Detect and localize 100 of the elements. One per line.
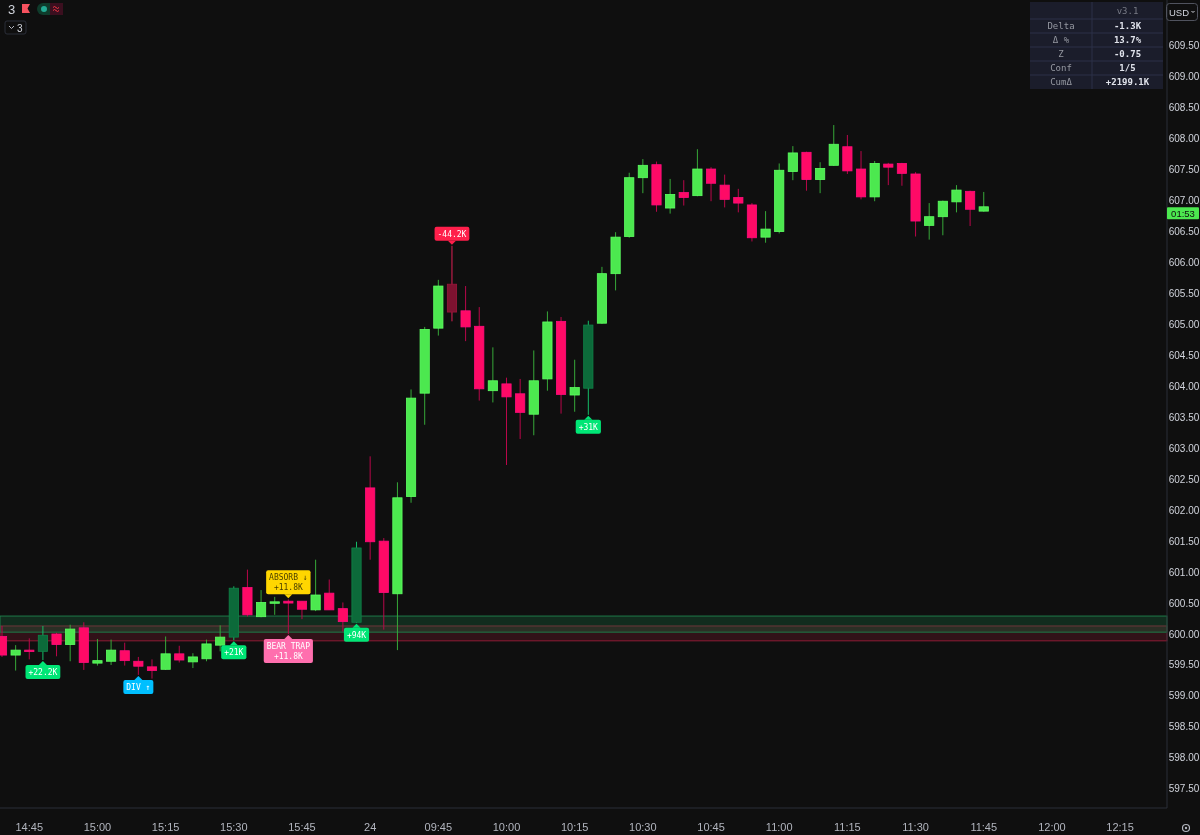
annotation: +22.2K — [28, 668, 58, 678]
y-tick-label: 602.00 — [1168, 504, 1200, 516]
annotation: -44.2K — [437, 229, 467, 239]
annotation: BEAR TRAP +11.8K — [266, 642, 311, 662]
annotation: -1.3K — [1113, 21, 1142, 31]
y-tick-label: 604.50 — [1168, 349, 1200, 361]
candlestick — [937, 200, 948, 236]
text: 01:53 — [1171, 207, 1195, 219]
candlestick — [665, 178, 676, 215]
x-tick-label: 10:00 — [492, 821, 521, 833]
candlestick — [487, 346, 498, 403]
x-tick-label: 11:15 — [834, 821, 861, 833]
candlestick — [569, 359, 580, 413]
candlestick — [815, 161, 826, 194]
candlestick — [24, 637, 35, 660]
x-tick-label: 11:30 — [902, 821, 929, 833]
annotation: 3 — [17, 22, 23, 34]
y-tick-label: 598.00 — [1168, 752, 1200, 764]
candlestick — [296, 600, 308, 620]
candlestick — [10, 644, 21, 672]
y-tick-label: 602.50 — [1168, 473, 1200, 485]
candlestick — [951, 184, 962, 213]
x-tick-label: 10:30 — [629, 821, 657, 833]
annotation: -0.75 — [1113, 49, 1142, 59]
candlestick — [828, 124, 839, 167]
annotation: Δ % — [1052, 35, 1070, 45]
x-tick-label: 24 — [364, 821, 377, 833]
y-tick-label: 599.00 — [1168, 690, 1200, 702]
x-tick-label: 09:45 — [424, 821, 453, 833]
y-tick-label: 603.50 — [1168, 411, 1200, 423]
x-tick-label: 14:45 — [15, 821, 44, 833]
y-tick-label: 601.50 — [1168, 535, 1200, 547]
candlestick — [283, 598, 294, 635]
candlestick — [201, 639, 212, 662]
candlestick — [106, 639, 117, 666]
x-tick-label: 15:15 — [151, 821, 180, 833]
annotation: CumΔ — [1050, 77, 1073, 87]
candlestick — [760, 210, 771, 244]
y-tick-label: 600.00 — [1168, 628, 1200, 640]
text: USD — [1169, 6, 1190, 18]
annotation: Z — [1058, 49, 1065, 59]
x-tick-label: 11:00 — [765, 821, 793, 833]
annotation: +31K — [578, 422, 599, 432]
y-tick-label: 605.00 — [1168, 318, 1200, 330]
annotation: Delta — [1047, 21, 1075, 31]
candlestick — [337, 601, 348, 633]
y-tick-label: 600.50 — [1168, 597, 1200, 609]
candlestick — [515, 378, 526, 440]
x-tick-label: 11:45 — [970, 821, 998, 833]
candlestick — [706, 166, 717, 202]
y-tick-label: 606.00 — [1168, 257, 1200, 269]
candlestick — [187, 652, 198, 669]
y-tick-label: 598.50 — [1168, 721, 1200, 733]
candlestick — [460, 285, 471, 342]
y-tick-label: 601.00 — [1168, 566, 1200, 578]
chart-title: 3 — [8, 2, 16, 17]
candlestick — [678, 179, 689, 207]
y-tick-label: 607.00 — [1168, 195, 1200, 207]
annotation: 13.7% — [1113, 35, 1142, 45]
y-tick-label: 608.50 — [1168, 102, 1200, 114]
candlestick — [787, 145, 798, 181]
candlestick — [324, 579, 335, 611]
y-tick-label: 597.50 — [1168, 783, 1200, 795]
y-tick-label: 603.00 — [1168, 442, 1200, 454]
text: v3.1 — [1116, 6, 1139, 16]
x-tick-label: 10:45 — [697, 821, 725, 833]
y-tick-label: 609.50 — [1168, 40, 1200, 52]
annotation: +2199.1K — [1105, 77, 1150, 87]
candlestick — [215, 624, 226, 652]
annotation: ABSORB ↓ +11.8K — [269, 573, 308, 593]
annotation: DIV ↑ — [126, 682, 151, 692]
x-tick-label: 10:15 — [560, 821, 589, 833]
x-tick-label: 12:15 — [1106, 821, 1134, 833]
candlestick — [719, 174, 730, 208]
y-tick-label: 605.50 — [1168, 287, 1200, 299]
candlestick — [256, 589, 267, 618]
y-tick-label: 599.50 — [1168, 659, 1200, 671]
candlestick — [37, 625, 48, 661]
candlestick — [92, 638, 103, 667]
y-tick-label: 606.50 — [1168, 226, 1200, 238]
x-tick-label: 15:30 — [220, 821, 248, 833]
annotation: 1/5 — [1119, 63, 1136, 73]
y-tick-label: 604.00 — [1168, 380, 1200, 392]
candlestick — [501, 377, 512, 466]
x-tick-label: 15:45 — [288, 821, 316, 833]
candlestick — [637, 158, 648, 194]
candlestick — [119, 642, 130, 667]
x-tick-label: 15:00 — [83, 821, 112, 833]
annotation: +21K — [224, 648, 244, 658]
annotation: Conf — [1050, 63, 1072, 73]
y-tick-label: 607.50 — [1168, 164, 1200, 176]
candlestick — [733, 188, 744, 213]
candlestick — [965, 190, 976, 227]
annotation: +94K — [346, 630, 367, 640]
y-tick-label: 608.00 — [1168, 133, 1200, 145]
y-tick-label: 609.00 — [1168, 71, 1200, 83]
candlestick — [65, 624, 76, 662]
candlestick — [978, 191, 989, 213]
candlestick — [146, 658, 158, 680]
candlestick — [924, 202, 935, 241]
